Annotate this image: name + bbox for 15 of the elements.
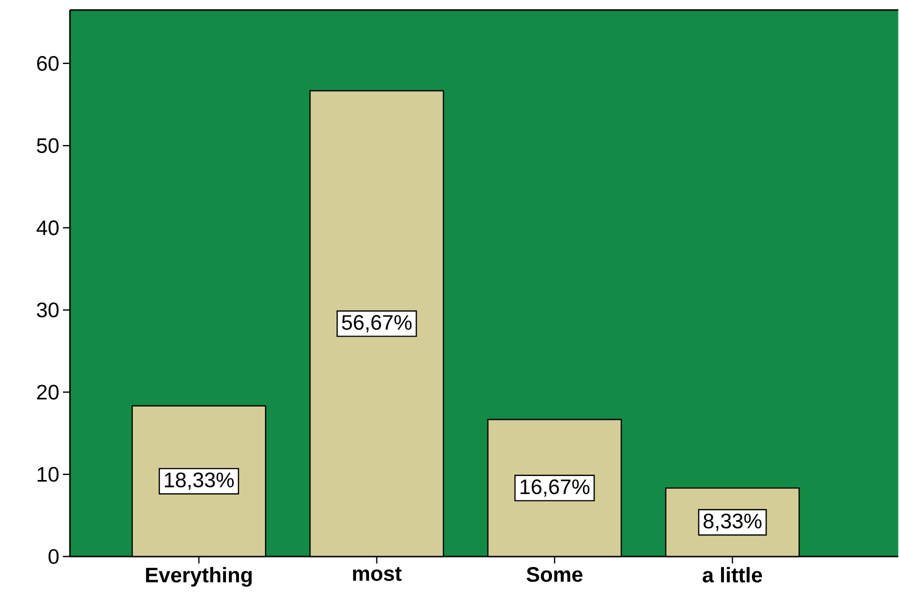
data-label: 56,67% <box>342 314 412 332</box>
y-tick-label: 20 <box>37 384 59 400</box>
y-tick-label: 0 <box>48 548 59 564</box>
y-tick-label: 40 <box>36 220 59 235</box>
y-tick-label: 50 <box>36 138 59 153</box>
y-tick-label: 30 <box>36 302 59 318</box>
data-label: 16,67% <box>520 479 590 496</box>
x-tick-label: most <box>353 566 402 581</box>
x-tick-label: a little <box>702 566 762 582</box>
x-tick-label: Everything <box>146 566 252 586</box>
data-label: 8,33% <box>704 513 762 531</box>
y-tick-label: 10 <box>38 466 59 482</box>
x-tick-label: Some <box>526 566 582 582</box>
y-tick-label: 60 <box>37 56 59 71</box>
data-label: 18,33% <box>164 472 234 490</box>
